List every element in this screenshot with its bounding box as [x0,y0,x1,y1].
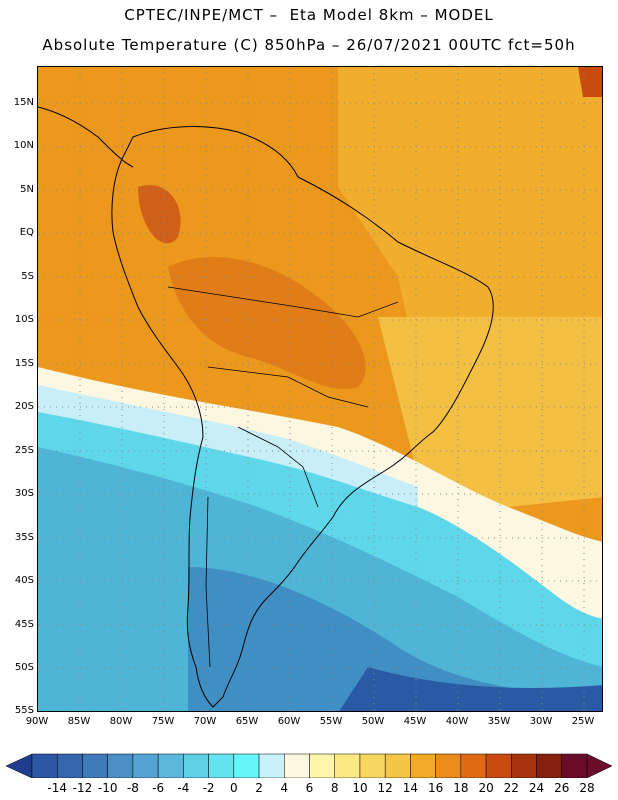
lon-label: 75W [151,716,175,727]
colorbar-cell [157,753,184,778]
lat-label: 35S [14,532,34,543]
lon-label: 45W [403,716,427,727]
lon-label: 80W [109,716,133,727]
colorbar-tick-label: 18 [453,781,469,795]
colorbar-cell [183,753,209,778]
deep-cold-field [339,667,602,711]
colorbar-tick-label: 20 [478,781,494,795]
colorbar-tick-label: -6 [152,781,165,795]
colorbar-tick-label: 12 [377,781,393,795]
chart-title-line1: CPTEC/INPE/MCT – Eta Model 8km – MODEL [124,6,494,24]
andes-hot-patch [138,185,181,244]
lat-label: 10N [13,140,34,151]
colorbar-cell [435,753,462,778]
colorbar-cell [511,753,537,778]
colorbar-low-arrow [5,753,33,778]
colorbar-cell [384,753,411,778]
lat-label: 5N [20,184,34,195]
colorbar-tick-label: 24 [528,781,545,795]
lat-label: 45S [14,619,34,630]
lat-label: 5S [21,271,34,282]
colorbar-cell [536,753,563,778]
colorbar-cells [31,753,588,778]
colorbar-cell [410,753,436,778]
lon-label: 85W [67,716,91,727]
colorbar-tick-label: 14 [402,781,419,795]
colorbar-cell [132,753,159,778]
cold-field [38,447,602,711]
colorbar-cell [82,753,108,778]
lat-label: 15N [13,97,34,108]
lon-label: 35W [487,716,511,727]
colorbar [5,753,613,778]
lon-label: 55W [319,716,343,727]
lon-label: 40W [445,716,469,727]
colorbar-cell [561,753,588,778]
lat-label: 10S [14,314,34,325]
lon-label: 60W [277,716,301,727]
colorbar-tick-label: 28 [579,781,595,795]
map-canvas [38,67,602,711]
lat-label: 25S [14,445,34,456]
lat-label: 40S [14,575,34,586]
colorbar-cell [258,753,285,778]
colorbar-tick-label: -14 [47,781,68,795]
colorbar-cell [233,753,260,778]
lat-label: 20S [14,401,34,412]
central-america-coast [38,106,134,168]
colorbar-cell [309,753,335,778]
colorbar-tick-label: 6 [305,781,314,795]
colorbar-cell [107,753,134,778]
colorbar-tick-label: -12 [72,781,93,795]
coastline [111,126,494,708]
lon-label: 50W [361,716,385,727]
colorbar-tick-label: 2 [255,781,263,795]
colorbar-tick-label: -10 [97,781,118,795]
colorbar-tick-label: 4 [280,781,289,795]
colorbar-tick-label: 8 [330,781,339,795]
caribbean-hot-patch [578,67,602,97]
lon-label: 25W [571,716,595,727]
graticule [38,67,602,711]
colder-field [188,567,602,711]
colorbar-tick-label: 26 [554,781,570,795]
colorbar-cell [284,753,310,778]
lat-label: 15S [14,358,34,369]
colorbar-cell [56,753,83,778]
border-line [167,286,399,318]
colorbar-tick-label: 22 [503,781,519,795]
colorbar-tick-label: 16 [427,781,444,795]
border-line [237,426,319,508]
colorbar-cell [31,753,58,778]
lon-label: 90W [25,716,49,727]
border-line [207,366,369,408]
temperature-map [37,66,603,712]
colorbar-tick-label: 10 [352,781,368,795]
colorbar-cell [208,753,235,778]
lon-label: 70W [193,716,217,727]
lat-label: 55S [14,705,34,716]
border-line [205,496,211,668]
lat-label: EQ [19,227,34,238]
colorbar-cell [334,753,361,778]
colorbar-cell [359,753,386,778]
colorbar-cell [460,753,487,778]
colorbar-tick-label: 0 [229,781,238,795]
chart-title-line2: Absolute Temperature (C) 850hPa – 26/07/… [42,36,576,54]
colorbar-tick-label: -2 [202,781,215,795]
lon-label: 65W [235,716,259,727]
lat-label: 30S [14,488,34,499]
colorbar-cell [485,753,512,778]
amazon-warm [168,257,366,390]
pale-band [38,385,418,507]
colorbar-tick-label: -8 [126,781,139,795]
colorbar-tick-label: -4 [177,781,190,795]
lat-label: 50S [14,662,34,673]
colorbar-high-arrow [586,753,613,778]
lon-label: 30W [529,716,553,727]
